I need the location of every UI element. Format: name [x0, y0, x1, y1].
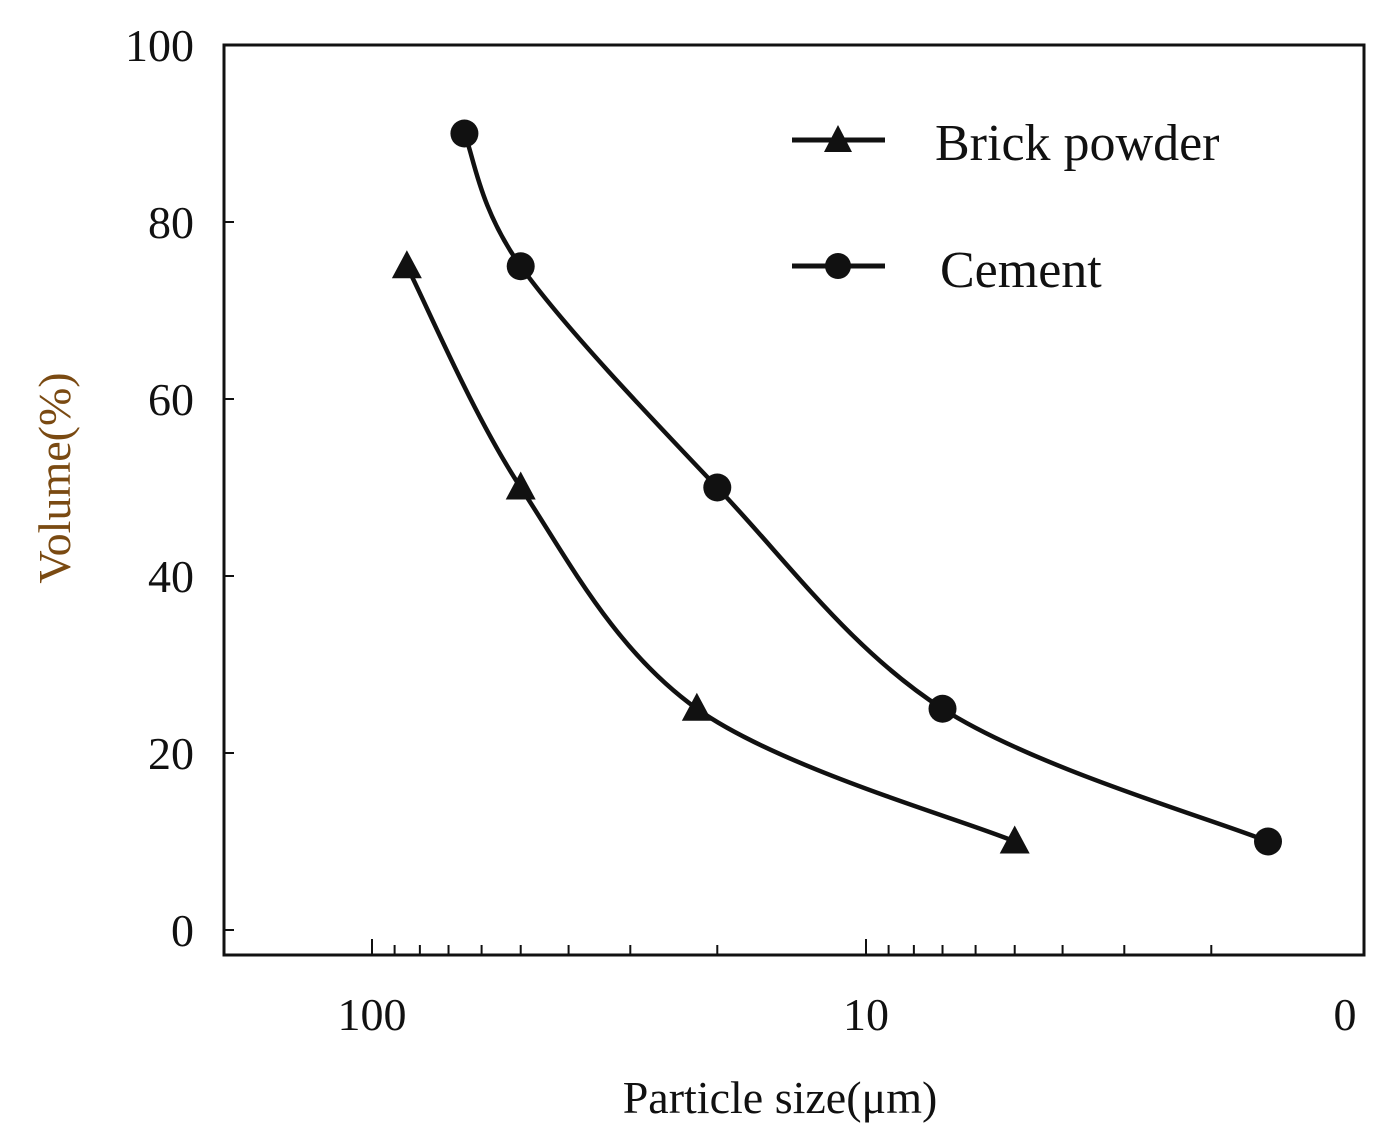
data-point-cement — [450, 119, 479, 148]
x-axis-title: Particle size(μm) — [623, 1072, 938, 1123]
data-point-brick-powder — [391, 250, 422, 279]
x-tick-label: 10 — [843, 989, 889, 1040]
y-tick-label: 100 — [125, 20, 194, 71]
y-axis-title: Volume(%) — [29, 372, 80, 583]
y-tick-label: 0 — [171, 905, 194, 956]
legend-marker-cement — [825, 253, 851, 279]
plot-frame — [222, 43, 1366, 957]
series-line-brick-powder — [404, 265, 1016, 844]
legend-label-cement: Cement — [940, 242, 1102, 299]
legend: Brick powder Cement — [792, 115, 1219, 299]
data-point-cement — [506, 252, 535, 281]
series-layer — [391, 119, 1282, 856]
x-tick-label: 100 — [338, 989, 407, 1040]
data-point-brick-powder — [681, 692, 712, 721]
x-tick-label: 0 — [1334, 989, 1357, 1040]
data-point-brick-powder — [505, 471, 536, 500]
data-point-cement — [1254, 827, 1282, 856]
data-point-cement — [703, 473, 732, 502]
y-axis-ticks: 0 20 40 60 80 100 — [125, 20, 234, 956]
legend-marker-brick-powder — [824, 125, 852, 152]
data-point-brick-powder — [999, 825, 1030, 854]
series-line-cement — [462, 132, 1269, 844]
y-tick-label: 60 — [148, 374, 194, 425]
legend-label-brick-powder: Brick powder — [935, 115, 1219, 172]
y-tick-label: 40 — [148, 551, 194, 602]
data-point-cement — [928, 694, 957, 723]
y-tick-label: 20 — [148, 728, 194, 779]
y-tick-label: 80 — [148, 197, 194, 248]
x-minor-ticks — [371, 939, 1213, 955]
x-axis-ticks: 100 10 0 — [338, 989, 1357, 1040]
